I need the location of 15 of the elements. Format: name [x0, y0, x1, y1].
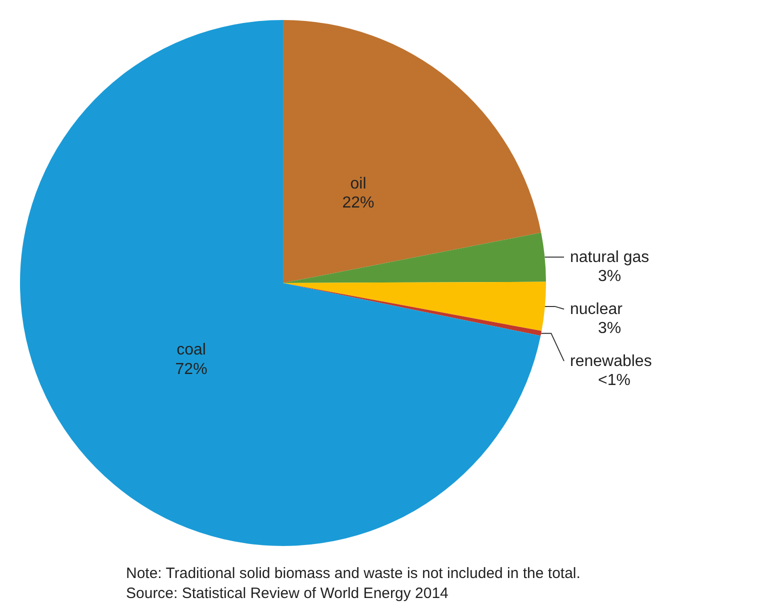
slice-label: renewables: [570, 352, 652, 370]
slice-label: nuclear: [570, 300, 624, 318]
data-label: 22%: [342, 194, 374, 212]
data-label: 3%: [598, 320, 622, 338]
pie-slice: [283, 20, 542, 283]
data-label: <1%: [598, 372, 630, 390]
data-label: 3%: [598, 268, 622, 286]
slice-label: oil: [350, 175, 366, 192]
pie-slice: [20, 20, 541, 546]
source-note: Source: Statistical Review of World Energy 2014: [126, 585, 448, 602]
data-label: 72%: [175, 360, 208, 378]
pie-slice: [283, 232, 546, 283]
slice-label: natural gas: [570, 248, 650, 266]
text: Note: Traditional solid biomass and waste is not included in the total.: [126, 565, 580, 582]
slice-label: coal: [176, 342, 206, 359]
